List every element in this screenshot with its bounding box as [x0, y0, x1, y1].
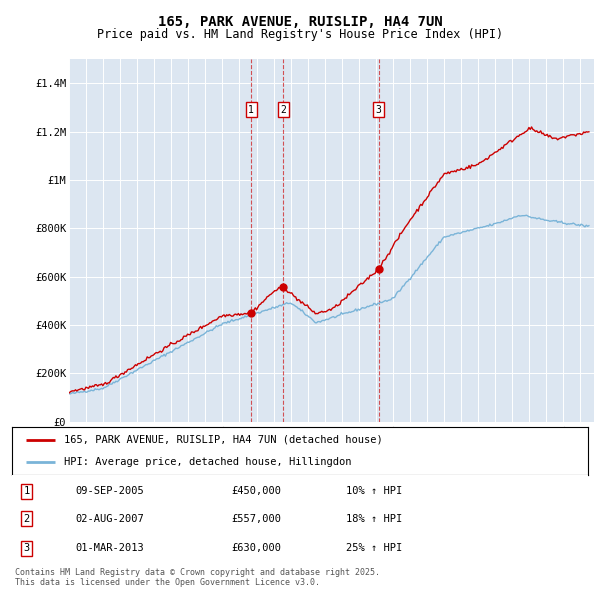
Text: £630,000: £630,000	[231, 543, 281, 553]
Text: 1: 1	[248, 105, 254, 115]
Text: 01-MAR-2013: 01-MAR-2013	[76, 543, 144, 553]
Text: HPI: Average price, detached house, Hillingdon: HPI: Average price, detached house, Hill…	[64, 457, 352, 467]
Text: 18% ↑ HPI: 18% ↑ HPI	[346, 514, 403, 524]
Text: £450,000: £450,000	[231, 486, 281, 496]
Text: 25% ↑ HPI: 25% ↑ HPI	[346, 543, 403, 553]
Text: 02-AUG-2007: 02-AUG-2007	[76, 514, 144, 524]
Text: 10% ↑ HPI: 10% ↑ HPI	[346, 486, 403, 496]
Text: 2: 2	[280, 105, 286, 115]
Text: Price paid vs. HM Land Registry's House Price Index (HPI): Price paid vs. HM Land Registry's House …	[97, 28, 503, 41]
Text: 2: 2	[23, 514, 29, 524]
Text: 09-SEP-2005: 09-SEP-2005	[76, 486, 144, 496]
Text: 165, PARK AVENUE, RUISLIP, HA4 7UN: 165, PARK AVENUE, RUISLIP, HA4 7UN	[158, 15, 442, 29]
Text: Contains HM Land Registry data © Crown copyright and database right 2025.
This d: Contains HM Land Registry data © Crown c…	[15, 568, 380, 587]
Text: 165, PARK AVENUE, RUISLIP, HA4 7UN (detached house): 165, PARK AVENUE, RUISLIP, HA4 7UN (deta…	[64, 435, 383, 445]
Text: £557,000: £557,000	[231, 514, 281, 524]
Text: 1: 1	[23, 486, 29, 496]
Text: 3: 3	[23, 543, 29, 553]
Text: 3: 3	[376, 105, 382, 115]
